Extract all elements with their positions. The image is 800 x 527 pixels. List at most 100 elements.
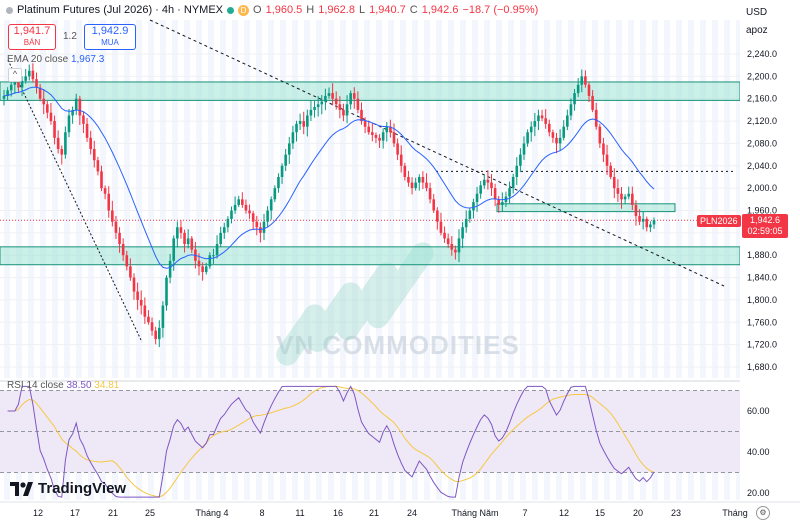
candle-body — [74, 98, 78, 110]
last-price: 1,942.6 — [749, 215, 781, 225]
sell-button[interactable]: 1,941.7 BÁN — [8, 24, 56, 50]
time-tick-label: 24 — [407, 508, 417, 518]
candle-body — [396, 143, 399, 155]
grid-stripe — [208, 20, 214, 378]
candle-body — [222, 227, 226, 233]
watermark-text: VN COMMODITIES — [276, 330, 520, 360]
candle-body — [623, 196, 627, 200]
candle-body — [165, 277, 168, 306]
rsi-tick-label: 20.00 — [747, 488, 770, 498]
candle-body — [407, 176, 410, 183]
candle-body — [620, 193, 623, 200]
scale-mode-label[interactable]: apoz — [746, 25, 768, 36]
candle-body — [147, 316, 150, 323]
candle-body — [125, 255, 129, 267]
rsi-legend[interactable]: RSI 14 close 38.50 34.81 — [7, 380, 119, 391]
candle-body — [479, 185, 482, 194]
collapse-legend-icon[interactable]: ^ — [8, 68, 22, 82]
time-tick-label: 15 — [595, 508, 605, 518]
symbol-logo-icon — [6, 6, 13, 14]
candle-body — [558, 137, 562, 144]
candle-body — [31, 70, 35, 80]
rsi-tick-label: 60.00 — [747, 406, 770, 416]
price-tick-label: 1,680.0 — [747, 362, 777, 372]
candle-body — [9, 84, 13, 91]
candle-body — [345, 104, 349, 116]
candle-body — [89, 137, 92, 150]
candle-body — [136, 291, 139, 300]
buy-price: 1,942.9 — [91, 25, 129, 37]
grid-stripe — [316, 20, 322, 378]
candle-body — [537, 115, 540, 122]
grid-stripe — [16, 20, 22, 378]
candle-body — [327, 93, 331, 96]
grid-stripe — [616, 20, 622, 378]
price-tick-label: 2,120.0 — [747, 116, 777, 126]
candle-body — [295, 123, 298, 133]
grid-stripe — [244, 20, 250, 378]
grid-stripe — [280, 20, 286, 378]
candle-body — [594, 109, 598, 127]
candle-body — [417, 176, 421, 183]
candle-body — [432, 199, 436, 211]
candle-body — [631, 193, 634, 205]
candle-body — [204, 266, 208, 272]
open-value: 1,960.5 — [265, 4, 303, 16]
candle-body — [306, 115, 309, 127]
grid-stripe — [436, 20, 442, 378]
grid-stripe — [256, 20, 262, 378]
candle-body — [82, 115, 85, 124]
candle-body — [118, 232, 121, 245]
support-resistance-zone — [0, 246, 741, 266]
candle-body — [569, 104, 573, 116]
grid-stripe — [484, 20, 490, 378]
price-tick-label: 2,040.0 — [747, 161, 777, 171]
candle-body — [56, 137, 60, 150]
candle-body — [266, 210, 269, 222]
candle-body — [2, 95, 6, 99]
tradingview-logo[interactable]: TradingView — [10, 480, 126, 497]
last-price-tag: 1,942.6 02:59:05 — [742, 214, 788, 238]
time-tick-label: 7 — [522, 508, 527, 518]
candle-body — [284, 154, 287, 166]
candle-body — [490, 182, 493, 189]
candle-body — [515, 165, 519, 177]
grid-stripe — [544, 20, 550, 378]
grid-stripe — [688, 20, 694, 378]
candle-body — [20, 80, 24, 88]
grid-stripe — [532, 20, 538, 378]
candle-body — [107, 193, 111, 211]
candle-body — [71, 109, 74, 116]
buy-button[interactable]: 1,942.9 MUA — [84, 24, 136, 50]
candle-body — [591, 95, 594, 110]
candle-body — [183, 232, 186, 245]
time-tick-label: 23 — [671, 508, 681, 518]
grid-stripe — [664, 20, 670, 378]
candle-body — [562, 126, 566, 138]
candle-body — [244, 204, 248, 211]
candle-body — [60, 149, 64, 155]
candle-body — [280, 165, 284, 177]
grid-stripe — [172, 20, 178, 378]
grid-stripe — [472, 20, 478, 378]
candle-body — [475, 193, 479, 203]
settings-gear-icon[interactable]: ⚙ — [756, 506, 770, 520]
candle-body — [338, 104, 342, 110]
time-tick-label: 17 — [70, 508, 80, 518]
high-label: H — [306, 4, 315, 16]
support-resistance-zone — [0, 81, 741, 101]
rsi-value: 38.50 — [66, 380, 92, 391]
close-label: C — [409, 4, 418, 16]
candle-body — [287, 143, 291, 155]
candle-body — [363, 121, 367, 127]
candle-body — [450, 244, 454, 250]
candle-body — [555, 137, 558, 144]
time-tick-label: Tháng — [722, 508, 748, 518]
ema-legend[interactable]: EMA 20 close 1,967.3 — [7, 54, 104, 65]
currency-label[interactable]: USD — [746, 7, 768, 18]
grid-stripe — [604, 20, 610, 378]
candle-body — [230, 210, 233, 219]
symbol-title[interactable]: Platinum Futures (Jul 2026) · 4h · NYMEX — [17, 4, 224, 16]
candle-body — [27, 70, 31, 77]
